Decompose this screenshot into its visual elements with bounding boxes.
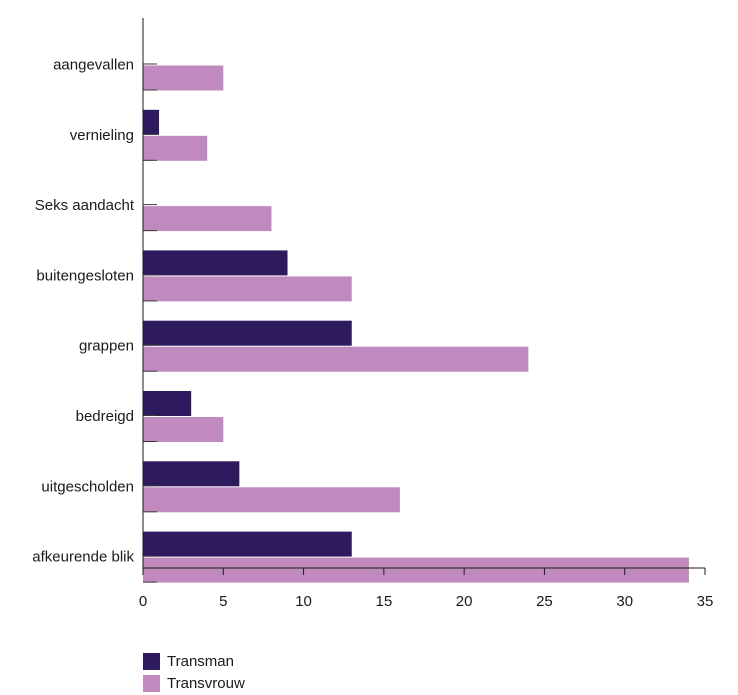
x-tick-label-0: 0	[139, 593, 147, 610]
x-tick-label-35: 35	[697, 593, 714, 610]
bar-transman-grappen	[143, 320, 352, 346]
bar-transman-afkeurende-blik	[143, 531, 352, 557]
bar-transman-buitengesloten	[143, 250, 288, 276]
category-label-grappen: grappen	[79, 338, 134, 355]
bar-transvrouw-aangevallen	[143, 65, 224, 91]
x-tick-label-30: 30	[616, 593, 633, 610]
bar-transvrouw-seks-aandacht	[143, 206, 272, 232]
x-tick-label-15: 15	[376, 593, 393, 610]
bar-transvrouw-bedreigd	[143, 417, 224, 442]
bars-group	[143, 63, 689, 583]
bar-transvrouw-afkeurende-blik	[143, 557, 689, 583]
bar-transvrouw-buitengesloten	[143, 276, 352, 302]
x-axis-ticks: 0 5 10 15 20 25 30 35	[139, 568, 714, 610]
category-label-uitgescholden: uitgescholden	[41, 478, 134, 495]
x-tick-label-5: 5	[219, 593, 227, 610]
legend-swatch-transman	[143, 653, 160, 670]
bar-transman-vernieling	[143, 109, 160, 135]
legend-swatch-transvrouw	[143, 675, 160, 692]
legend-label-transman: Transman	[167, 653, 234, 670]
category-label-buitengesloten: buitengesloten	[36, 267, 134, 284]
x-tick-label-20: 20	[456, 593, 473, 610]
bar-transvrouw-uitgescholden	[143, 487, 400, 513]
category-labels: aangevallen vernieling Seks aandacht buiten…	[32, 57, 135, 566]
x-tick-label-25: 25	[536, 593, 553, 610]
bar-transman-uitgescholden	[143, 461, 240, 487]
category-label-aangevallen: aangevallen	[53, 57, 134, 74]
bar-transman-bedreigd	[143, 391, 192, 416]
category-label-bedreigd: bedreigd	[76, 408, 134, 425]
axes-group	[142, 18, 705, 569]
bar-transvrouw-vernieling	[143, 135, 208, 161]
bar-transvrouw-grappen	[143, 346, 529, 372]
category-label-vernieling: vernieling	[70, 127, 134, 144]
x-tick-label-10: 10	[295, 593, 312, 610]
category-label-seks-aandacht: Seks aandacht	[35, 197, 135, 214]
legend-label-transvrouw: Transvrouw	[167, 675, 245, 692]
legend: Transman Transvrouw	[143, 653, 245, 692]
category-label-afkeurende-blik: afkeurende blik	[32, 549, 134, 566]
